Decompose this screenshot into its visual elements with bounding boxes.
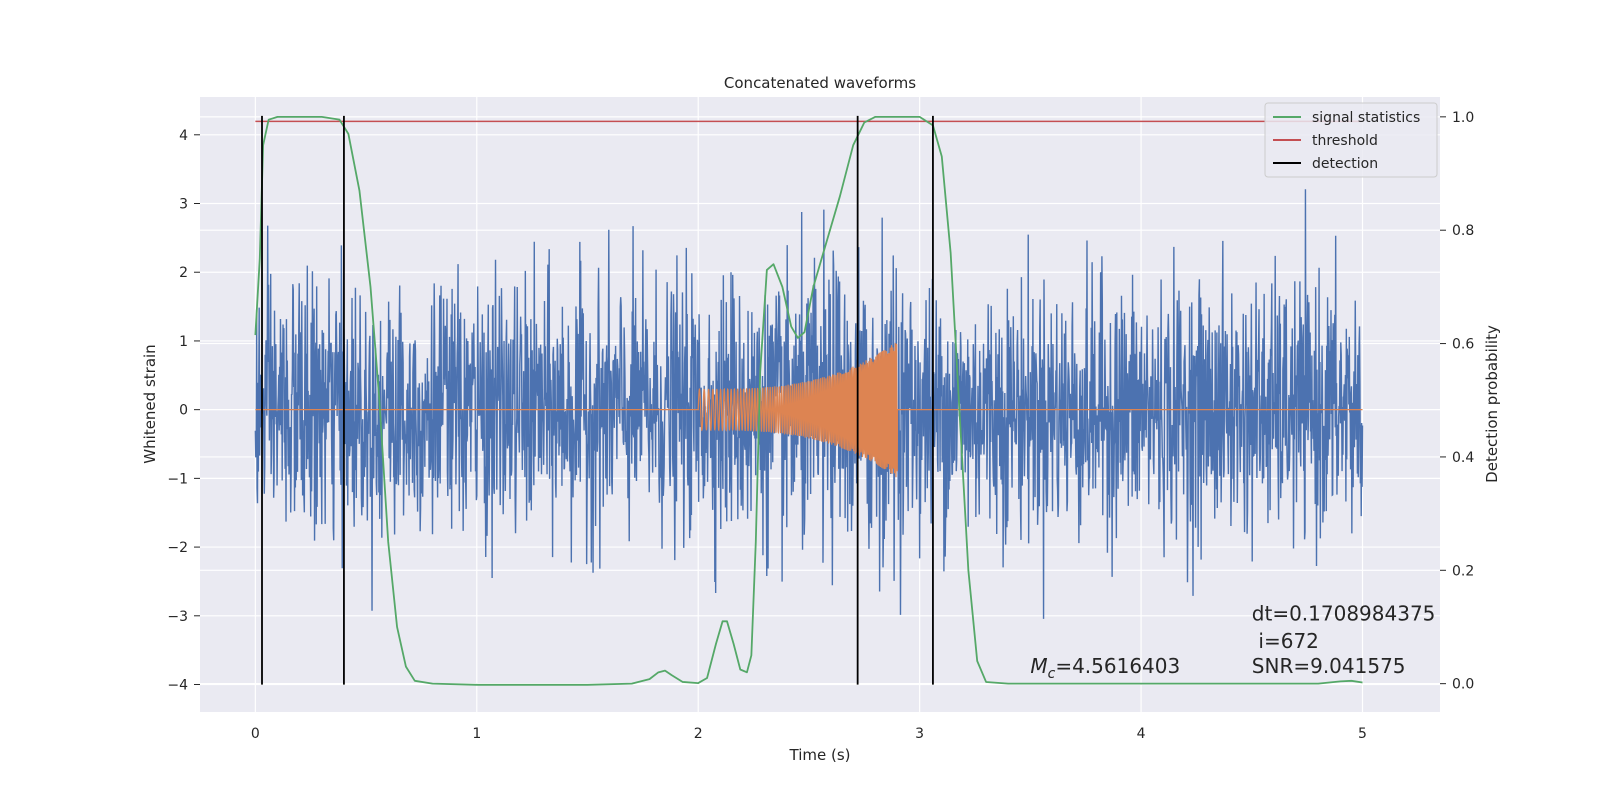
y-tick-label: −4 (167, 678, 188, 694)
y-tick-label: −1 (167, 471, 188, 487)
y2-tick-label: 0.0 (1452, 677, 1474, 693)
y-tick-label: −3 (167, 609, 188, 625)
x-axis-label: Time (s) (789, 746, 851, 764)
annotation-text: SNR=9.041575 (1252, 654, 1406, 678)
y-tick-label: 4 (179, 128, 188, 144)
legend-label: detection (1312, 156, 1378, 172)
x-tick-label: 1 (472, 726, 481, 742)
legend-label: threshold (1312, 133, 1378, 149)
x-tick-label: 4 (1137, 726, 1146, 742)
y-tick-label: 0 (179, 403, 188, 419)
x-tick-label: 2 (694, 726, 703, 742)
y-axis-label: Whitened strain (141, 344, 159, 463)
y2-tick-label: 0.6 (1452, 337, 1474, 353)
y-tick-label: 1 (179, 334, 188, 350)
annotation-text: Mc=4.5616403 (1030, 654, 1180, 682)
chart-title: Concatenated waveforms (724, 74, 916, 92)
whitened-strain-line (254, 189, 1364, 619)
x-tick-label: 3 (915, 726, 924, 742)
y-tick-label: −2 (167, 540, 188, 556)
x-tick-label: 0 (251, 726, 260, 742)
y-tick-label: 3 (179, 197, 188, 213)
annotation-text: dt=0.1708984375 (1252, 602, 1436, 626)
y2-tick-label: 0.4 (1452, 450, 1474, 466)
x-tick-label: 5 (1358, 726, 1367, 742)
axes: 0 1 2 3 4 5 −4 −3 −2 −1 0 1 2 3 4 0.0 0.2 0.4 0.6 0.8 1.0 (167, 110, 1474, 742)
injected-signal-line (255, 343, 1363, 478)
annotation-text: i=672 (1258, 629, 1319, 653)
y2-axis-label: Detection probability (1483, 325, 1501, 483)
y-tick-label: 2 (179, 265, 188, 281)
y2-tick-label: 1.0 (1452, 110, 1474, 126)
y2-tick-label: 0.2 (1452, 563, 1474, 579)
annotations: Mc=4.5616403 dt=0.1708984375 i=672SNR=9.04… (1030, 602, 1435, 682)
y2-tick-label: 0.8 (1452, 223, 1474, 239)
plot-area (254, 115, 1364, 686)
legend: signal statistics threshold detection (1264, 102, 1438, 178)
legend-box (1264, 102, 1438, 178)
signal-statistics-line (254, 115, 1363, 686)
legend-label: signal statistics (1312, 110, 1420, 126)
